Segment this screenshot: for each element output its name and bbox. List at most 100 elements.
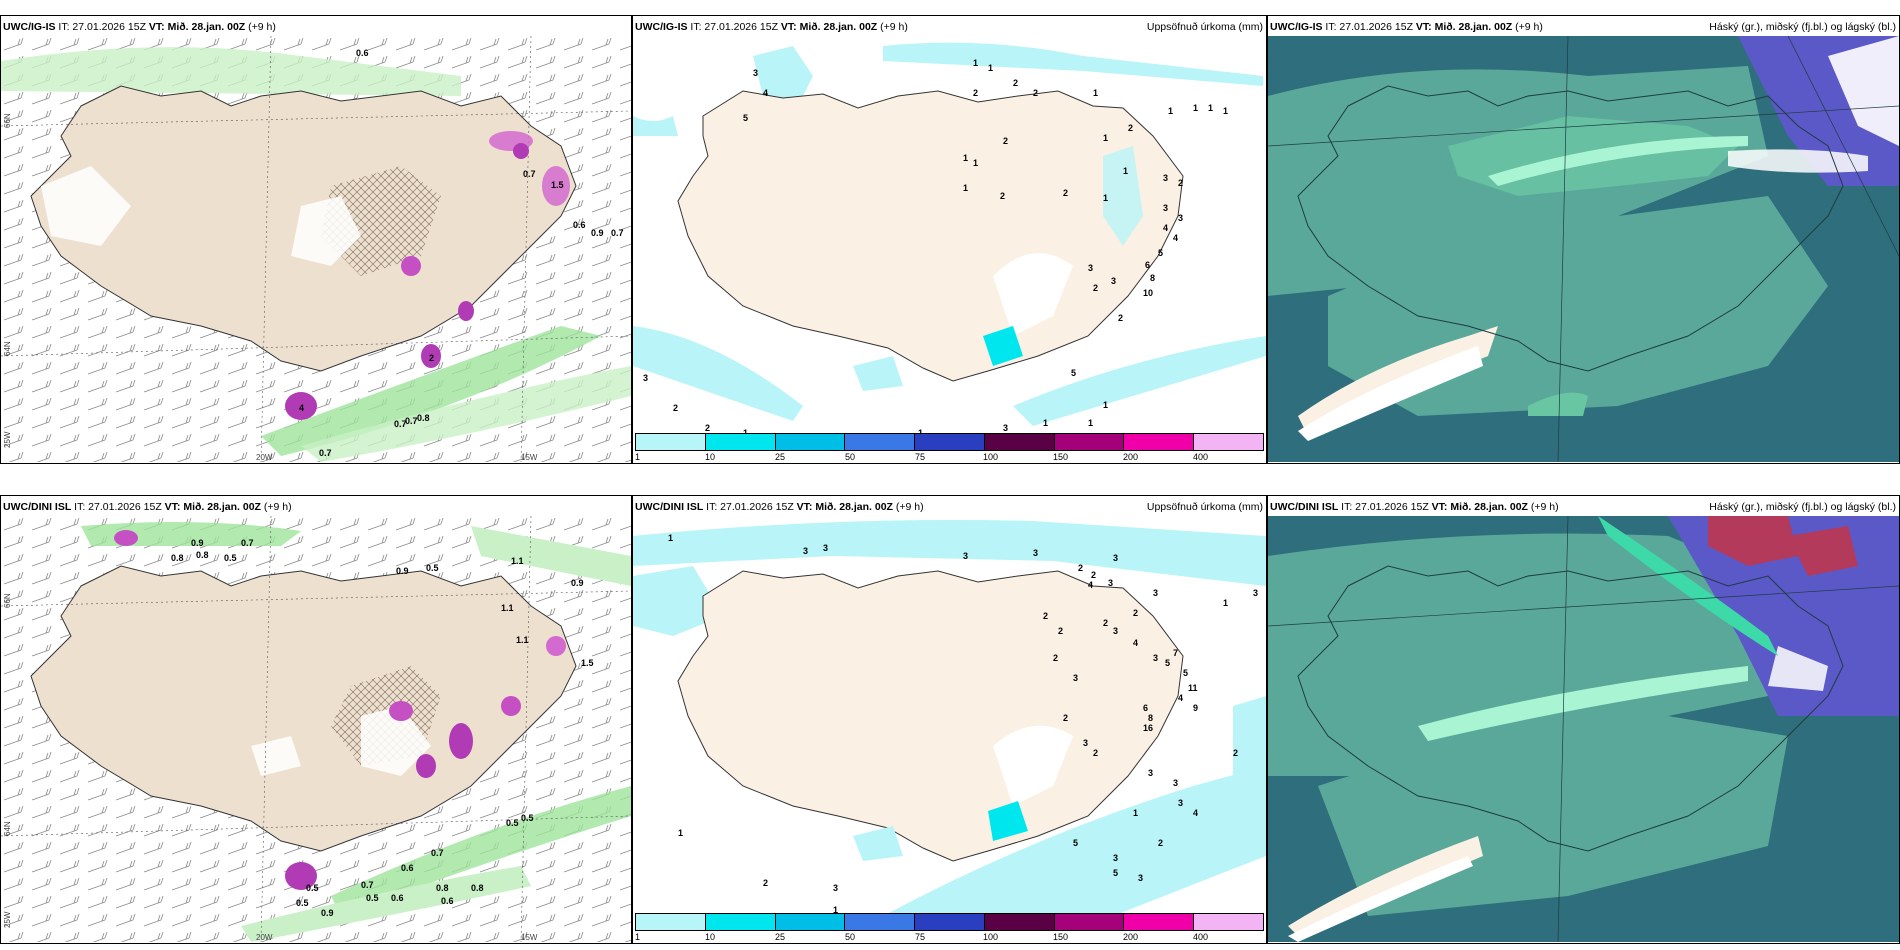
svg-text:10: 10 — [1143, 288, 1153, 298]
contour-label: 0.7 — [319, 448, 332, 458]
header-right-top: UWC/IG-IS IT: 27.01.2026 15Z VT: Mið. 28… — [1270, 21, 1543, 33]
svg-text:2: 2 — [1133, 608, 1138, 618]
svg-text:2: 2 — [705, 423, 710, 433]
svg-text:1: 1 — [988, 63, 993, 73]
svg-text:3: 3 — [833, 883, 838, 893]
svg-text:0.6: 0.6 — [391, 893, 404, 903]
svg-text:4: 4 — [1133, 638, 1138, 648]
svg-text:0.8: 0.8 — [471, 883, 484, 893]
svg-text:1: 1 — [1103, 133, 1108, 143]
header-left-top: UWC/IG-IS IT: 27.01.2026 15Z VT: Mið. 28… — [3, 21, 276, 33]
svg-text:1: 1 — [1133, 808, 1138, 818]
svg-text:3: 3 — [1003, 423, 1008, 433]
svg-text:2: 2 — [1043, 611, 1048, 621]
cloud-map-top — [1268, 36, 1899, 462]
colorbar-bin — [636, 434, 706, 450]
colorbar-tick: 75 — [915, 452, 926, 462]
wind-map-bottom: 0.8 0.9 0.8 0.7 0.5 0.9 0.5 1.1 0.9 1.1 … — [1, 516, 631, 942]
svg-text:5: 5 — [1073, 838, 1078, 848]
colorbar-tick: 25 — [775, 452, 786, 462]
contour-label: 0.7 — [611, 228, 624, 238]
svg-text:1: 1 — [1093, 88, 1098, 98]
svg-text:0.5: 0.5 — [521, 813, 534, 823]
colorbar-tick: 200 — [1123, 452, 1139, 462]
contour-label: 0.7 — [523, 169, 536, 179]
header-mid-bottom: UWC/DINI ISL IT: 27.01.2026 15Z VT: Mið.… — [635, 501, 924, 513]
svg-text:1: 1 — [668, 533, 673, 543]
colorbar-tick: 150 — [1053, 452, 1069, 462]
colorbar-tick: 50 — [845, 452, 856, 462]
svg-text:2: 2 — [1158, 838, 1163, 848]
colorbar-bin — [1124, 914, 1195, 930]
svg-text:4: 4 — [1193, 808, 1198, 818]
svg-text:1: 1 — [973, 158, 978, 168]
lat-label: 25W — [3, 431, 12, 448]
svg-text:2: 2 — [1178, 178, 1183, 188]
svg-text:3: 3 — [1108, 578, 1113, 588]
contour-label: 0.9 — [591, 228, 604, 238]
svg-text:7: 7 — [1173, 648, 1178, 658]
colorbar-bin — [1194, 434, 1264, 450]
svg-text:1.5: 1.5 — [581, 658, 594, 668]
svg-text:1: 1 — [1223, 598, 1228, 608]
svg-text:1: 1 — [1193, 103, 1198, 113]
svg-text:2: 2 — [1118, 313, 1123, 323]
svg-text:3: 3 — [1178, 798, 1183, 808]
svg-text:1: 1 — [833, 905, 838, 915]
svg-text:0.8: 0.8 — [171, 553, 184, 563]
svg-text:2: 2 — [973, 88, 978, 98]
svg-text:2: 2 — [1091, 570, 1096, 580]
svg-text:3: 3 — [1163, 203, 1168, 213]
colorbar-bin — [1054, 914, 1125, 930]
svg-text:4: 4 — [1163, 223, 1168, 233]
svg-text:0.9: 0.9 — [571, 578, 584, 588]
colorbar-bin — [1054, 434, 1125, 450]
precip-map-bottom: 1 3 3 3 3 3 2 2 3 4 2 3 1 3 2 2 3 2 2 3 … — [633, 520, 1266, 916]
svg-text:0.9: 0.9 — [191, 538, 204, 548]
svg-text:0.5: 0.5 — [426, 563, 439, 573]
svg-text:1: 1 — [963, 183, 968, 193]
iceland-landmass — [677, 570, 1184, 862]
svg-text:1: 1 — [973, 58, 978, 68]
svg-text:0.6: 0.6 — [401, 863, 414, 873]
colorbar-bin — [1124, 434, 1195, 450]
precip-title: Uppsöfnuð úrkoma (mm) — [1146, 501, 1263, 513]
svg-text:0.8: 0.8 — [196, 550, 209, 560]
svg-text:2: 2 — [1063, 188, 1068, 198]
svg-text:1.1: 1.1 — [516, 635, 529, 645]
wind-map-top: 0.6 0.7 0.6 0.9 0.7 0.7 0.7 0.8 0.7 1.5 … — [1, 36, 631, 462]
colorbar-bin — [845, 434, 916, 450]
svg-text:3: 3 — [1153, 588, 1158, 598]
svg-text:2: 2 — [1058, 626, 1063, 636]
lat-label: 66N — [3, 593, 12, 608]
header-right-bottom: UWC/DINI ISL IT: 27.01.2026 15Z VT: Mið.… — [1270, 501, 1559, 513]
cloud-title: Háský (gr.), miðský (fj.bl.) og lágský (… — [1709, 501, 1896, 513]
contour-label: 0.6 — [573, 220, 586, 230]
svg-text:2: 2 — [1128, 123, 1133, 133]
svg-text:2: 2 — [763, 878, 768, 888]
svg-text:3: 3 — [1033, 548, 1038, 558]
svg-text:16: 16 — [1143, 723, 1153, 733]
colorbar-bin — [1194, 914, 1264, 930]
svg-text:3: 3 — [1173, 778, 1178, 788]
svg-text:3: 3 — [1083, 738, 1088, 748]
iceland-landmass — [677, 90, 1184, 382]
colorbar-bin — [775, 434, 846, 450]
svg-text:3: 3 — [1153, 653, 1158, 663]
colorbar-tick: 75 — [915, 932, 926, 942]
svg-text:2: 2 — [1053, 653, 1058, 663]
svg-text:1: 1 — [1088, 418, 1093, 428]
svg-text:1: 1 — [918, 428, 923, 436]
colorbar-tick: 150 — [1053, 932, 1069, 942]
svg-text:5: 5 — [1113, 868, 1118, 878]
colorbar-bin — [705, 914, 776, 930]
svg-text:3: 3 — [1178, 213, 1183, 223]
svg-text:2: 2 — [1003, 136, 1008, 146]
svg-text:5: 5 — [1183, 668, 1188, 678]
svg-text:3: 3 — [1138, 873, 1143, 883]
svg-text:1: 1 — [678, 828, 683, 838]
contour-label: 0.7 — [405, 416, 418, 426]
svg-text:3: 3 — [1148, 768, 1153, 778]
svg-text:4: 4 — [1173, 233, 1178, 243]
header-left-bottom: UWC/DINI ISL IT: 27.01.2026 15Z VT: Mið.… — [3, 501, 292, 513]
